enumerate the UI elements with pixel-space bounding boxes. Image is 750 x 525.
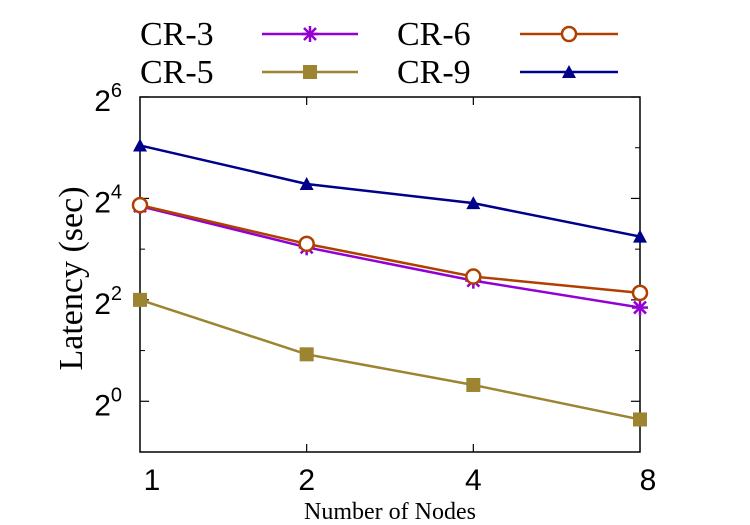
data-point-square	[133, 292, 147, 307]
data-point-circle	[131, 196, 149, 214]
data-point-triangle	[466, 196, 481, 210]
data-point-square	[466, 377, 481, 392]
legend-label: CR-9	[397, 54, 471, 91]
x-tick-label: 2	[298, 464, 315, 497]
data-point-square	[633, 412, 647, 427]
legend-label: CR-5	[140, 54, 214, 91]
data-point-triangle	[299, 176, 314, 190]
data-point-asterisk	[632, 299, 648, 316]
y-tick-label: 22	[94, 283, 122, 321]
legend-label: CR-3	[140, 16, 214, 53]
legend-item-cr-3: CR-3	[140, 16, 358, 53]
data-point-circle	[298, 235, 315, 253]
legend: CR-3 CR-6 CR-5 CR-9	[140, 16, 618, 91]
series-cr-9	[133, 138, 647, 243]
series-cr-5	[133, 292, 647, 427]
data-point-circle	[631, 284, 649, 302]
data-point-circle	[465, 268, 482, 285]
legend-item-cr-6: CR-6	[397, 16, 618, 53]
series-line	[139, 204, 641, 309]
series-cr-3	[132, 198, 648, 316]
y-tick-label: 24	[94, 181, 122, 219]
series-cr-6	[131, 196, 649, 302]
legend-label: CR-6	[397, 16, 471, 53]
x-tick-label: 8	[640, 464, 657, 497]
y-tick-label: 20	[94, 384, 122, 422]
x-axis-label: Number of Nodes	[304, 499, 476, 525]
series-layer	[131, 138, 649, 427]
series-line	[139, 144, 641, 238]
series-line	[139, 298, 641, 421]
data-point-square	[303, 65, 317, 79]
y-tick-label: 26	[94, 80, 122, 118]
x-tick-label: 1	[144, 464, 161, 497]
y-axis-label: Latency (sec)	[53, 186, 90, 370]
plot-area-frame	[139, 96, 641, 453]
data-point-triangle	[562, 65, 576, 78]
data-point-triangle	[133, 138, 147, 152]
data-point-asterisk	[302, 26, 318, 42]
series-line	[139, 203, 641, 295]
legend-item-cr-5: CR-5	[140, 54, 358, 91]
data-point-square	[299, 347, 314, 362]
x-tick-label: 4	[465, 464, 482, 497]
data-point-triangle	[633, 229, 647, 243]
data-point-circle	[560, 25, 578, 43]
legend-item-cr-9: CR-9	[397, 54, 618, 91]
